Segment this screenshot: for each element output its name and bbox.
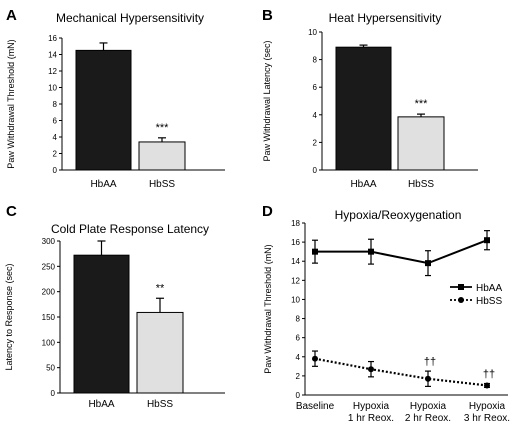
- category-label-d: Hypoxia: [469, 401, 506, 412]
- y-axis-label-b: Paw Withdrawal Latency (sec): [262, 40, 272, 161]
- y-tick-label-b: 0: [313, 166, 318, 175]
- y-tick-label-d: 18: [291, 219, 300, 228]
- bar-b-hbaa: [335, 46, 392, 171]
- y-tick-label-b: 4: [313, 111, 318, 120]
- significance-label-b: ***: [415, 98, 429, 110]
- data-point-hbaa: [484, 237, 490, 244]
- legend-label-hbaa: HbAA: [476, 283, 502, 294]
- y-tick-label-d: 12: [291, 276, 300, 285]
- y-tick-label-b: 8: [313, 56, 318, 65]
- legend-marker-hbss: [458, 297, 464, 303]
- y-tick-label-a: 14: [48, 51, 57, 60]
- y-tick-label-d: 4: [296, 353, 301, 362]
- panel-title-b: Heat Hypersensitivity: [329, 11, 442, 25]
- y-axis-label-d: Paw Withdrawal Threshold (mN): [263, 244, 273, 373]
- category-label-c-hbss: HbSS: [147, 399, 173, 410]
- y-tick-label-c: 250: [42, 262, 56, 271]
- bar-c-hbss: [136, 311, 184, 394]
- panel-letter-d: D: [262, 203, 273, 220]
- series-line-hbss: [314, 357, 488, 387]
- y-tick-label-b: 6: [313, 83, 318, 92]
- data-point-hbss: [368, 366, 374, 373]
- y-tick-label-a: 2: [53, 150, 58, 159]
- y-tick-label-a: 12: [48, 67, 57, 76]
- y-tick-label-c: 100: [42, 338, 56, 347]
- legend-label-hbss: HbSS: [476, 296, 502, 307]
- series-line-hbaa: [315, 239, 488, 265]
- data-point-hbss: [425, 375, 431, 382]
- significance-label-d: ††: [424, 356, 436, 368]
- category-label-b-hbss: HbSS: [408, 179, 434, 190]
- y-tick-label-d: 10: [291, 295, 300, 304]
- data-point-hbss: [312, 355, 318, 362]
- y-tick-label-c: 0: [51, 389, 56, 398]
- category-label-b-hbaa: HbAA: [350, 179, 376, 190]
- category-label-d: 1 hr Reox.: [348, 413, 394, 424]
- y-tick-label-a: 8: [53, 100, 58, 109]
- category-label-c-hbaa: HbAA: [88, 399, 114, 410]
- y-tick-label-d: 14: [291, 257, 300, 266]
- bar-c-hbaa: [73, 254, 130, 394]
- data-point-hbaa: [425, 260, 431, 267]
- category-label-d: Baseline: [296, 401, 335, 412]
- category-label-d: Hypoxia: [410, 401, 447, 412]
- panel-title-d: Hypoxia/Reoxygenation: [335, 208, 462, 222]
- panel-title-c: Cold Plate Response Latency: [51, 222, 209, 236]
- y-tick-label-d: 6: [296, 334, 301, 343]
- y-tick-label-c: 300: [42, 237, 56, 246]
- y-tick-label-d: 16: [291, 238, 300, 247]
- y-tick-label-a: 4: [53, 133, 58, 142]
- data-point-hbaa: [312, 248, 318, 255]
- y-tick-label-c: 150: [42, 313, 56, 322]
- category-label-a-hbss: HbSS: [149, 179, 175, 190]
- y-axis-label-a: Paw Withdrawal Threshold (mN): [6, 39, 16, 168]
- category-label-d: 2 hr Reox.: [405, 413, 451, 424]
- y-axis-label-c: Latency to Response (sec): [4, 263, 14, 370]
- significance-label-c: **: [156, 282, 165, 294]
- y-tick-label-d: 8: [296, 315, 301, 324]
- y-tick-label-a: 6: [53, 117, 58, 126]
- y-tick-label-d: 0: [296, 391, 301, 400]
- category-label-d: Hypoxia: [353, 401, 390, 412]
- y-tick-label-a: 16: [48, 34, 57, 43]
- panel-letter-a: A: [6, 7, 17, 24]
- y-tick-label-b: 2: [313, 138, 318, 147]
- y-tick-label-d: 2: [296, 372, 301, 381]
- significance-label-a: ***: [156, 122, 170, 134]
- panel-letter-b: B: [262, 7, 273, 24]
- y-tick-label-b: 10: [308, 28, 317, 37]
- panel-letter-c: C: [6, 203, 17, 220]
- panel-title-a: Mechanical Hypersensitivity: [56, 11, 204, 25]
- data-point-hbss: [484, 382, 490, 389]
- bar-a-hbss: [138, 141, 186, 171]
- bar-a-hbaa: [75, 49, 132, 171]
- bar-b-hbss: [397, 116, 445, 171]
- y-tick-label-c: 200: [42, 288, 56, 297]
- y-tick-label-a: 10: [48, 84, 57, 93]
- legend-marker-hbaa: [458, 284, 464, 290]
- significance-label-d: ††: [483, 369, 495, 381]
- category-label-d: 3 hr Reox.: [464, 413, 510, 424]
- y-tick-label-a: 0: [53, 166, 58, 175]
- y-tick-label-c: 50: [46, 364, 55, 373]
- category-label-a-hbaa: HbAA: [90, 179, 116, 190]
- data-point-hbaa: [368, 248, 374, 255]
